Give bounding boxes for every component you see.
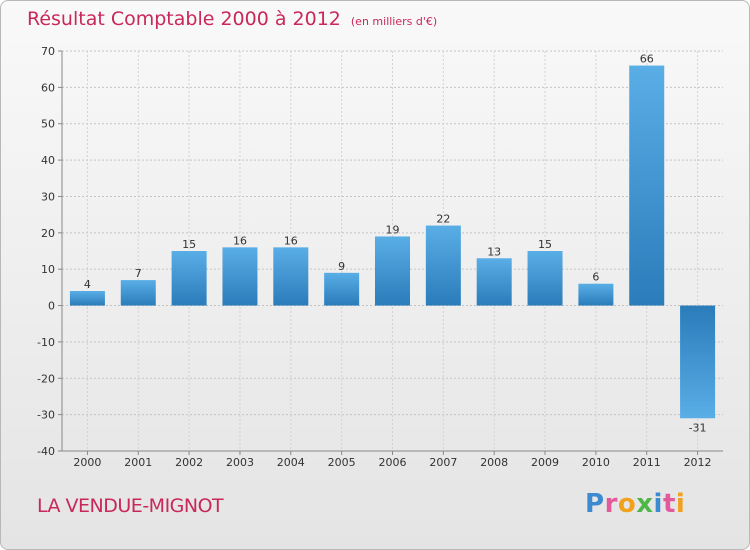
logo-letter: o	[617, 489, 637, 519]
labels-layer: 706050403020100-10-20-30-404200072001152…	[37, 45, 712, 469]
bar-2002	[171, 251, 207, 306]
logo-letter: i	[675, 489, 686, 519]
bars-layer	[69, 65, 716, 419]
chart-subtitle: (en milliers d'€)	[350, 15, 438, 28]
value-label: 9	[338, 260, 345, 273]
value-label: 15	[182, 238, 196, 251]
y-tick-label: 30	[41, 190, 55, 203]
bar-2000	[69, 291, 105, 306]
x-tick-label: 2011	[633, 456, 661, 469]
logo-letter: t	[662, 489, 676, 519]
x-tick-label: 2002	[175, 456, 203, 469]
value-label: 19	[386, 223, 400, 236]
bar-2010	[578, 283, 614, 306]
y-tick-label: 50	[41, 118, 55, 131]
value-label: 6	[592, 271, 599, 284]
logo-letter: r	[604, 489, 618, 519]
y-tick-label: 20	[41, 227, 55, 240]
y-tick-label: -10	[37, 336, 55, 349]
x-tick-label: 2012	[684, 456, 712, 469]
bar-2003	[222, 247, 258, 306]
x-tick-label: 2003	[226, 456, 254, 469]
value-label: 15	[538, 238, 552, 251]
bar-2005	[324, 272, 360, 306]
x-tick-label: 2001	[124, 456, 152, 469]
logo-letter: x	[636, 489, 654, 519]
bar-2009	[527, 251, 563, 306]
y-tick-label: -30	[37, 409, 55, 422]
logo-letter: i	[653, 489, 663, 519]
x-tick-label: 2007	[429, 456, 457, 469]
bar-2012	[680, 305, 716, 419]
bar-2008	[476, 258, 512, 306]
x-tick-label: 2005	[328, 456, 356, 469]
logo-letter: P	[585, 489, 605, 519]
value-label: 13	[487, 245, 501, 258]
x-tick-label: 2004	[277, 456, 305, 469]
y-tick-label: 40	[41, 154, 55, 167]
chart-title: Résultat Comptable 2000 à 2012	[27, 8, 341, 30]
bar-2004	[273, 247, 309, 306]
value-label: 7	[135, 267, 142, 280]
y-tick-label: 10	[41, 263, 55, 276]
value-label: -31	[689, 421, 707, 434]
bar-2007	[425, 225, 461, 306]
chart-title-block: Résultat Comptable 2000 à 2012 (en millie…	[27, 8, 437, 30]
x-tick-label: 2010	[582, 456, 610, 469]
y-tick-label: -40	[37, 445, 55, 458]
y-tick-label: 60	[41, 81, 55, 94]
x-tick-label: 2008	[480, 456, 508, 469]
value-label: 4	[84, 278, 91, 291]
bar-2006	[375, 236, 410, 306]
commune-name: LA VENDUE-MIGNOT	[37, 495, 224, 517]
y-tick-label: 70	[41, 45, 55, 58]
y-tick-label: 0	[48, 300, 55, 313]
value-label: 16	[284, 234, 298, 247]
value-label: 66	[640, 53, 654, 66]
bar-2011	[629, 65, 665, 306]
value-label: 16	[233, 234, 247, 247]
proxiti-logo[interactable]: Proxiti	[585, 489, 685, 519]
x-tick-label: 2009	[531, 456, 559, 469]
y-tick-label: -20	[37, 372, 55, 385]
bar-2001	[120, 280, 156, 306]
value-label: 22	[436, 213, 450, 226]
x-tick-label: 2006	[379, 456, 407, 469]
x-tick-label: 2000	[73, 456, 101, 469]
